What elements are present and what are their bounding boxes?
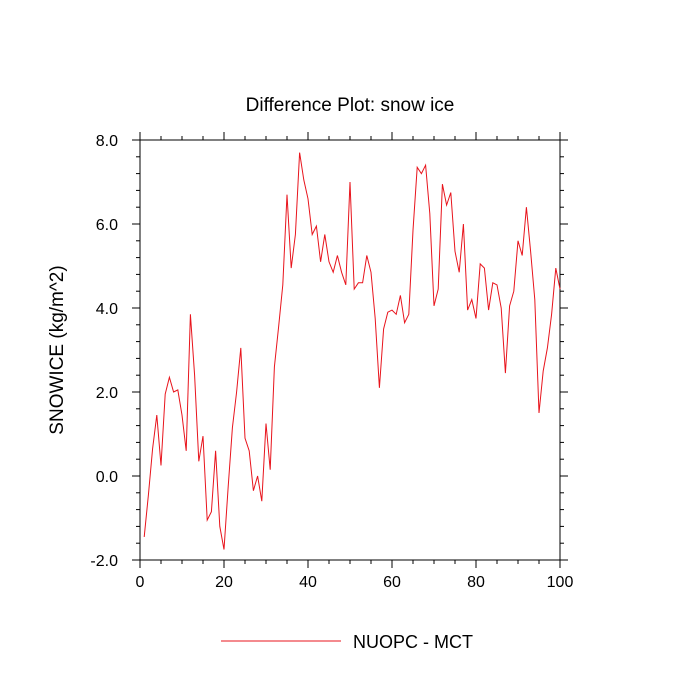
legend: NUOPC - MCT (221, 632, 473, 652)
x-tick-label: 100 (547, 574, 574, 591)
x-tick-label: 20 (215, 574, 233, 591)
x-tick-label: 80 (467, 574, 485, 591)
legend-label: NUOPC - MCT (353, 632, 473, 652)
y-axis: -2.0 0.0 2.0 4.0 6.0 8.0 (90, 133, 568, 570)
y-tick-label: 4.0 (96, 301, 118, 318)
y-tick-label: 2.0 (96, 385, 118, 402)
y-axis-label: SNOWICE (kg/m^2) (47, 265, 68, 434)
series-line-nuopc-mct (143, 152, 561, 550)
y-tick-label: -2.0 (90, 553, 118, 570)
x-axis: 0 20 40 60 80 100 (136, 132, 574, 591)
x-tick-label: 0 (136, 574, 145, 591)
y-tick-label: 0.0 (96, 469, 118, 486)
chart-title: Difference Plot: snow ice (246, 95, 455, 116)
plot-frame (139, 139, 561, 561)
y-tick-label: 6.0 (96, 217, 118, 234)
y-tick-label: 8.0 (96, 133, 118, 150)
x-tick-label: 60 (383, 574, 401, 591)
x-tick-label: 40 (299, 574, 317, 591)
